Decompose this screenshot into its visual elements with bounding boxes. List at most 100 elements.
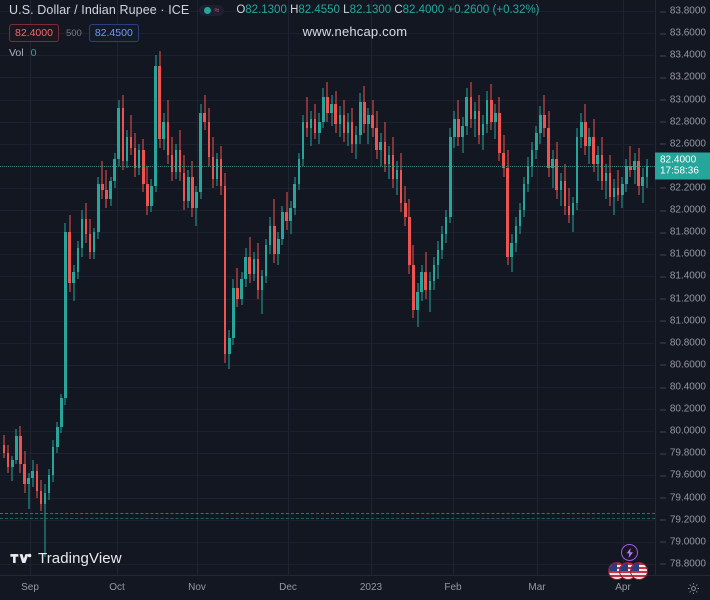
candle-body	[440, 234, 444, 250]
legend-quote-row: 82.4000 500 82.4500 www.nehcap.com	[0, 23, 710, 43]
price-level-line	[0, 517, 655, 519]
candlestick	[309, 0, 313, 575]
candlestick	[76, 0, 80, 575]
candlestick	[367, 0, 370, 575]
candlestick	[223, 0, 227, 575]
candle-body	[457, 119, 460, 138]
candle-body	[326, 97, 329, 113]
candle-body	[318, 121, 321, 133]
grid-line-vertical	[117, 0, 118, 575]
settings-gear-icon[interactable]	[687, 582, 700, 595]
ohlc-change: +0.2600	[447, 4, 490, 16]
price-axis-tick: 79.8000	[659, 448, 706, 459]
symbol-title[interactable]: U.S. Dollar / Indian Rupee · ICE	[9, 3, 190, 17]
grid-line-horizontal	[0, 187, 655, 189]
candle-body	[125, 137, 129, 162]
candlestick	[305, 0, 309, 575]
chart-plot-area[interactable]	[0, 0, 655, 575]
candlestick	[563, 0, 567, 575]
candlestick	[92, 0, 96, 575]
candle-body	[27, 477, 30, 485]
candle-body	[268, 225, 272, 246]
candle-body	[301, 121, 305, 160]
candlestick	[616, 0, 620, 575]
bid-price-pill[interactable]: 82.4000	[9, 24, 59, 42]
grid-line-vertical	[288, 0, 289, 575]
candlestick	[645, 0, 649, 575]
price-axis-tick: 81.6000	[659, 249, 706, 260]
grid-line-vertical	[30, 0, 31, 575]
price-axis-tick: 79.4000	[659, 492, 706, 503]
candlestick	[326, 0, 329, 575]
candle-body	[72, 272, 75, 284]
candlestick	[178, 0, 182, 575]
candle-body	[498, 112, 501, 153]
volume-label[interactable]: Vol	[9, 47, 24, 59]
candle-body	[64, 232, 67, 399]
price-tick-dash	[659, 77, 666, 79]
candlestick	[187, 0, 190, 575]
candlestick	[125, 0, 129, 575]
grid-line-vertical	[371, 0, 372, 575]
candlestick	[219, 0, 223, 575]
candle-wick	[306, 97, 308, 138]
candlestick	[526, 0, 530, 575]
candlestick	[354, 0, 358, 575]
candle-body	[399, 170, 403, 204]
candle-body	[293, 183, 296, 208]
ask-price-pill[interactable]: 82.4500	[88, 24, 139, 42]
candlestick	[584, 0, 587, 575]
candlestick	[101, 0, 104, 575]
candlestick	[51, 0, 55, 575]
price-axis-tick: 80.2000	[659, 404, 706, 415]
candle-wick	[130, 115, 132, 155]
grid-line-horizontal	[0, 475, 655, 477]
candle-body	[240, 278, 243, 299]
price-level-line	[0, 513, 655, 515]
candle-body	[449, 137, 452, 217]
price-tick-dash	[659, 232, 666, 234]
candle-body	[506, 168, 509, 257]
candle-body	[489, 99, 493, 122]
candlestick	[498, 0, 501, 575]
us-flag-badge-group[interactable]	[608, 562, 648, 580]
ohlc-close-value: 82.4000	[402, 4, 445, 16]
price-axis[interactable]: 82.4000 17:58:36 83.8000 83.6000 83.4000 83…	[655, 0, 710, 575]
candle-body	[170, 154, 174, 173]
candlestick	[182, 0, 186, 575]
candle-body	[567, 205, 571, 215]
candlestick	[334, 0, 337, 575]
market-status-indicator[interactable]: ≈	[199, 4, 225, 16]
candle-body	[60, 398, 63, 427]
candlestick	[416, 0, 419, 575]
candlestick	[559, 0, 563, 575]
candle-body	[244, 256, 247, 279]
data-stream-icon: ≈	[214, 4, 220, 15]
tradingview-logo[interactable]: TradingView	[10, 550, 122, 567]
ohlc-high-key: H	[290, 4, 299, 16]
candlestick	[596, 0, 599, 575]
candle-wick	[474, 101, 476, 138]
tradingview-mark-icon	[10, 553, 32, 563]
candle-body	[363, 101, 366, 124]
candle-body	[260, 276, 264, 290]
price-level-line	[0, 165, 655, 167]
candle-body	[334, 103, 337, 124]
legend-volume-row: Vol 0	[0, 45, 710, 61]
ohlc-high-value: 82.4550	[298, 4, 340, 16]
candlestick	[260, 0, 264, 575]
lightning-alert-badge[interactable]	[621, 544, 638, 561]
price-axis-tick: 81.0000	[659, 315, 706, 326]
grid-line-horizontal	[0, 77, 655, 79]
candlestick	[31, 0, 34, 575]
candle-body	[580, 121, 583, 138]
candle-wick	[105, 170, 107, 208]
candlestick	[150, 0, 153, 575]
candle-body	[592, 137, 595, 164]
price-tick-dash	[659, 563, 666, 565]
candlestick	[567, 0, 571, 575]
candle-wick	[494, 103, 496, 140]
candle-body	[88, 234, 92, 253]
candle-body	[43, 493, 47, 505]
time-axis[interactable]: Sep Oct Nov Dec 2023 Feb Mar Apr	[0, 575, 710, 600]
